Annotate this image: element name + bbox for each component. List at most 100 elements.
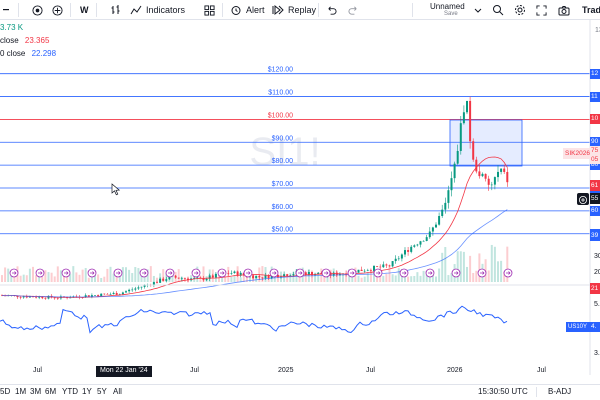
replay-button[interactable]: Replay <box>272 0 316 20</box>
redo-icon[interactable] <box>348 0 359 20</box>
interval-button[interactable]: W <box>80 5 89 15</box>
volume-bar <box>75 272 78 282</box>
templates-icon[interactable] <box>204 0 215 20</box>
range-all[interactable]: All <box>113 387 122 396</box>
volume-bar <box>261 266 264 282</box>
volume-legend: 3.73 K <box>0 23 23 32</box>
range-3m[interactable]: 3M <box>30 387 42 396</box>
candle <box>94 294 96 296</box>
volume-bar <box>311 277 313 282</box>
replay-icon <box>272 4 284 16</box>
volume-bar <box>317 272 320 282</box>
event-marker-icon[interactable] <box>191 268 201 278</box>
event-marker-icon[interactable] <box>321 268 331 278</box>
volume-bar <box>447 275 450 282</box>
candle <box>162 276 165 282</box>
volume-bar <box>450 273 453 282</box>
price-badge: 75 <box>590 146 600 155</box>
event-marker-icon[interactable] <box>399 268 409 278</box>
event-marker-icon[interactable] <box>243 268 253 278</box>
volume-bar <box>44 270 47 282</box>
volume-bar <box>466 266 468 282</box>
range-1y[interactable]: 1Y <box>82 387 92 396</box>
trade-button[interactable]: Trade <box>582 5 600 15</box>
adjustment-toggle[interactable]: B-ADJ <box>548 387 572 396</box>
range-1m[interactable]: 1M <box>15 387 27 396</box>
price-level-axis-badge: 10 <box>590 114 600 125</box>
volume-bar <box>202 266 205 282</box>
volume-bar <box>97 274 100 282</box>
candle <box>438 212 441 226</box>
range-5y[interactable]: 5Y <box>97 387 107 396</box>
event-marker-icon[interactable] <box>347 268 357 278</box>
volume-bar <box>416 272 419 282</box>
x-axis-label: Jul <box>190 367 199 374</box>
volume-bar <box>419 275 422 282</box>
volume-bar <box>19 275 22 282</box>
divider <box>318 3 319 17</box>
event-marker-icon[interactable] <box>425 268 435 278</box>
volume-bar <box>503 271 506 282</box>
event-marker-icon[interactable] <box>113 268 123 278</box>
event-marker-icon[interactable] <box>61 268 71 278</box>
chevron-down-icon[interactable] <box>474 0 482 20</box>
volume-bar <box>326 275 329 282</box>
search-icon[interactable] <box>492 0 504 20</box>
candle <box>357 269 360 273</box>
event-marker-icon[interactable] <box>373 268 383 278</box>
target-icon[interactable] <box>32 0 43 20</box>
candle <box>174 274 177 279</box>
candle <box>106 293 109 295</box>
candle <box>103 293 106 295</box>
layout-name-button[interactable]: Unnamed Save <box>430 0 465 20</box>
gear-icon[interactable] <box>514 0 526 20</box>
add-level-button[interactable] <box>577 193 589 205</box>
event-marker-icon[interactable] <box>295 268 305 278</box>
alert-button[interactable]: Alert <box>230 0 265 20</box>
event-marker-icon[interactable] <box>217 268 227 278</box>
event-marker-icon[interactable] <box>269 268 279 278</box>
range-ytd[interactable]: YTD <box>62 387 78 396</box>
event-marker-icon[interactable] <box>35 268 45 278</box>
plus-circle-icon <box>579 196 587 204</box>
volume-bar <box>69 273 72 282</box>
candle <box>450 171 453 197</box>
candle <box>444 197 447 214</box>
clock-time[interactable]: 15:30:50 UTC <box>478 387 528 396</box>
candle <box>131 287 134 292</box>
candle <box>416 243 419 247</box>
volume-bar <box>373 270 375 282</box>
candle <box>379 264 382 270</box>
event-marker-icon[interactable] <box>477 268 487 278</box>
candle <box>382 261 385 268</box>
ma1-label: close <box>0 36 19 45</box>
indicators-label: Indicators <box>146 5 186 15</box>
candle <box>428 227 431 239</box>
range-6m[interactable]: 6M <box>45 387 57 396</box>
volume-bar <box>469 255 472 282</box>
price-chart[interactable]: SI1! $120.00 $110.00 $100.00 $90.00 $80.00 $7… <box>0 20 600 375</box>
bar-style-icon[interactable] <box>110 0 122 20</box>
indicators-button[interactable]: Indicators <box>130 0 185 20</box>
candle <box>311 270 313 278</box>
volume-bar <box>103 276 106 282</box>
event-marker-icon[interactable] <box>451 268 461 278</box>
volume-bar <box>438 268 441 282</box>
compare-add-icon[interactable] <box>52 0 63 20</box>
event-marker-icon[interactable] <box>139 268 149 278</box>
replay-label: Replay <box>288 5 317 15</box>
volume-bar <box>53 276 56 282</box>
event-marker-icon[interactable] <box>87 268 97 278</box>
camera-icon[interactable] <box>558 0 570 20</box>
price-level-label: $120.00 <box>268 67 293 74</box>
event-marker-icon[interactable] <box>503 268 513 278</box>
fullscreen-icon[interactable] <box>536 0 547 20</box>
candle <box>469 96 472 149</box>
range-5d[interactable]: 5D <box>0 387 11 396</box>
event-marker-icon[interactable] <box>9 268 19 278</box>
undo-icon[interactable] <box>326 0 337 20</box>
price-level-axis-badge: 12 <box>590 68 600 79</box>
event-marker-icon[interactable] <box>165 268 175 278</box>
volume-bar <box>456 251 459 282</box>
volume-bar <box>444 247 447 282</box>
